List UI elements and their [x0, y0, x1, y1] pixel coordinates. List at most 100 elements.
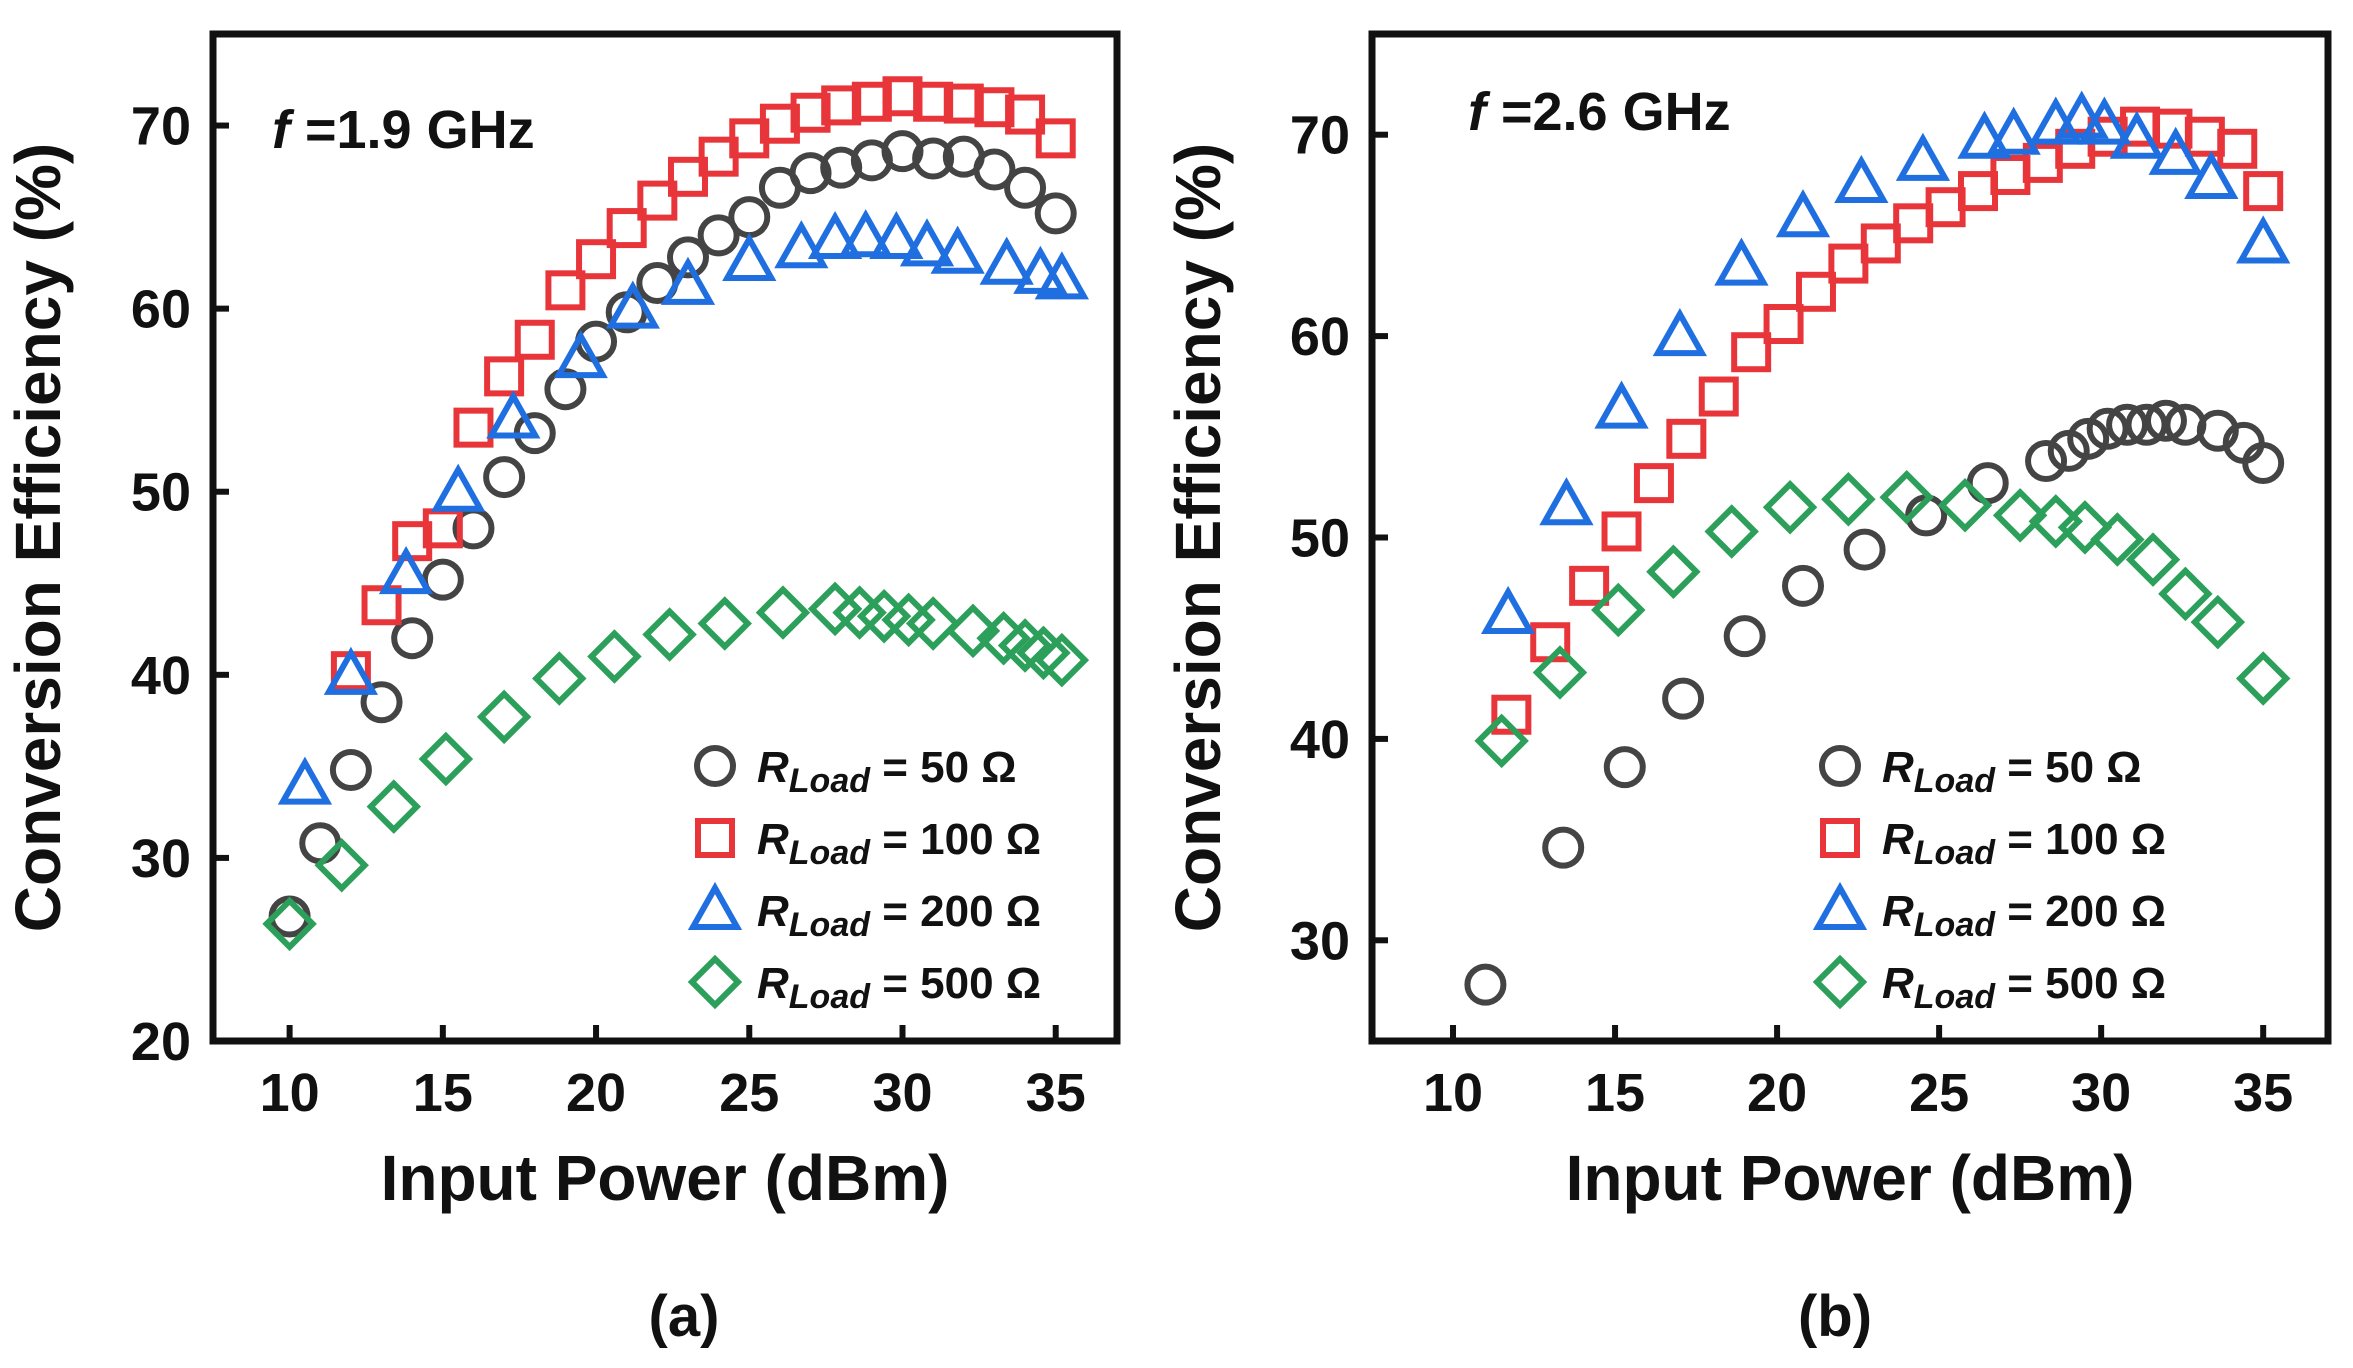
- legend-label: RLoad = 50 Ω: [1882, 743, 2142, 800]
- data-point: [1004, 166, 1047, 209]
- data-point: [314, 837, 369, 893]
- data-point: [869, 210, 924, 260]
- data-point: [453, 407, 494, 448]
- data-point: [545, 270, 586, 311]
- data-point: [1762, 480, 1818, 535]
- data-point: [820, 146, 863, 189]
- data-point: [323, 646, 379, 695]
- panel-caption: (b): [1798, 1284, 1872, 1349]
- data-point: [418, 731, 474, 787]
- data-point: [1662, 677, 1705, 720]
- data-point: [1704, 504, 1759, 559]
- y-tick-label: 40: [131, 646, 191, 706]
- data-point: [1834, 154, 1889, 204]
- data-point: [1601, 511, 1642, 552]
- data-point: [1542, 826, 1585, 869]
- data-point: [391, 617, 434, 660]
- data-point: [912, 137, 955, 180]
- data-point: [1532, 645, 1588, 700]
- data-point: [821, 85, 862, 126]
- data-point: [2054, 90, 2109, 139]
- legend-label: RLoad = 100 Ω: [1882, 815, 2166, 872]
- data-point: [532, 651, 587, 706]
- y-tick-label: 50: [131, 463, 191, 523]
- data-point: [1594, 380, 1649, 429]
- data-point: [361, 585, 402, 626]
- data-point: [2125, 532, 2181, 587]
- data-point: [2184, 116, 2225, 157]
- y-tick-label: 30: [1290, 911, 1350, 971]
- data-point: [2106, 403, 2149, 446]
- data-point: [899, 218, 955, 267]
- data-point: [905, 596, 961, 651]
- data-point: [1005, 94, 1046, 135]
- data-point: [2028, 494, 2084, 549]
- data-point: [2025, 439, 2068, 482]
- legend-marker: [687, 954, 743, 1010]
- x-tick-label: 15: [1585, 1063, 1645, 1123]
- data-point: [431, 463, 486, 512]
- legend: RLoad = 50 Ω RLoad = 100 Ω RLoad = 200 Ω RL…: [687, 743, 1041, 1016]
- data-point: [1698, 376, 1739, 417]
- legend-marker: [1820, 818, 1860, 858]
- legend-marker: [687, 881, 743, 930]
- data-point: [2090, 512, 2145, 567]
- data-point: [697, 596, 752, 651]
- series-triangle: [1480, 90, 2291, 635]
- data-point: [1035, 118, 1076, 159]
- frequency-annotation: f =2.6 GHz: [1468, 82, 1731, 142]
- data-point: [277, 756, 333, 805]
- data-point: [1795, 271, 1836, 312]
- data-point: [587, 629, 642, 684]
- x-tick-label: 30: [2071, 1063, 2131, 1123]
- data-point: [1775, 189, 1831, 238]
- data-point: [642, 607, 697, 662]
- x-tick-label: 35: [1026, 1063, 1086, 1123]
- data-point: [1958, 171, 1999, 212]
- data-point: [476, 689, 532, 745]
- data-point: [1986, 106, 2041, 155]
- legend-label: RLoad = 500 Ω: [757, 959, 1041, 1016]
- data-point: [882, 76, 923, 117]
- x-tick-label: 30: [872, 1063, 932, 1123]
- data-point: [1666, 418, 1707, 459]
- data-point: [637, 180, 678, 221]
- y-axis-title: Conversion Efficiency (%): [1162, 143, 1234, 933]
- data-point: [2235, 651, 2291, 706]
- x-tick-label: 35: [2233, 1063, 2293, 1123]
- data-point: [1937, 478, 1993, 533]
- x-tick-label: 15: [413, 1063, 473, 1123]
- data-point: [1603, 746, 1646, 789]
- series-diamond: [262, 581, 1090, 952]
- series-triangle: [277, 209, 1089, 805]
- frequency-annotation: f =1.9 GHz: [272, 100, 535, 160]
- y-tick-label: 70: [1290, 106, 1350, 166]
- data-point: [838, 209, 893, 258]
- data-point: [1539, 477, 1594, 526]
- data-point: [1992, 488, 2048, 543]
- data-point: [755, 585, 811, 640]
- legend-label: RLoad = 200 Ω: [1882, 887, 2166, 944]
- data-point: [790, 92, 831, 133]
- data-point: [1860, 223, 1901, 264]
- data-point: [299, 822, 342, 865]
- data-point: [697, 214, 740, 257]
- data-point: [1633, 463, 1674, 504]
- data-point: [851, 81, 892, 122]
- data-point: [2196, 409, 2239, 452]
- data-point: [945, 603, 1001, 659]
- data-point: [2077, 96, 2132, 145]
- data-point: [366, 779, 422, 834]
- data-point: [2184, 150, 2239, 200]
- y-tick-label: 70: [131, 97, 191, 157]
- legend-label: RLoad = 500 Ω: [1882, 959, 2166, 1016]
- data-point: [1591, 582, 1646, 638]
- series-circle: [1464, 399, 2285, 1006]
- y-tick-label: 50: [1290, 509, 1350, 569]
- data-point: [606, 208, 647, 249]
- y-tick-label: 30: [131, 829, 191, 889]
- data-point: [1034, 192, 1077, 235]
- data-point: [728, 196, 771, 239]
- data-point: [666, 236, 709, 279]
